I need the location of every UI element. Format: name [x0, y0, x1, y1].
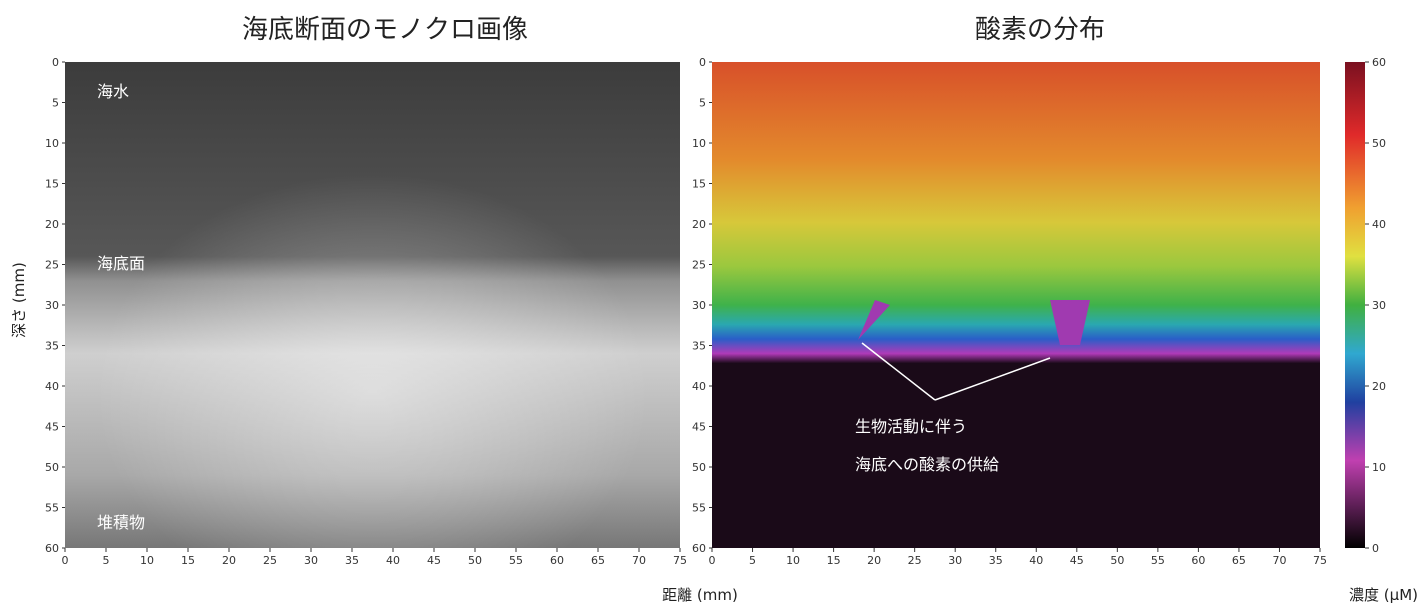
region-label: 堆積物 — [97, 513, 145, 532]
colorbar-label: 濃度 (μM) — [1349, 586, 1418, 604]
x-tick-label: 40 — [386, 554, 400, 567]
oxygen-image — [712, 62, 1320, 548]
y-tick-label: 20 — [692, 218, 706, 231]
annotation: 生物活動に伴う — [855, 417, 967, 436]
x-tick-label: 65 — [1232, 554, 1246, 567]
y-tick-label: 60 — [692, 542, 706, 555]
y-tick-label: 60 — [45, 542, 59, 555]
x-tick-label: 75 — [1313, 554, 1327, 567]
x-tick-label: 15 — [827, 554, 841, 567]
x-tick-label: 60 — [550, 554, 564, 567]
figure: 海底断面のモノクロ画像 酸素の分布 海水 海底面 堆積物 生物活動に伴う 海底へ… — [0, 0, 1420, 609]
x-tick-label: 60 — [1191, 554, 1205, 567]
colorbar — [1345, 62, 1365, 548]
y-tick-label: 35 — [45, 340, 59, 353]
y-tick-label: 35 — [692, 340, 706, 353]
y-tick-label: 0 — [52, 56, 59, 69]
x-tick-label: 45 — [427, 554, 441, 567]
y-tick-label: 5 — [52, 97, 59, 110]
region-label: 海底面 — [97, 254, 145, 273]
y-tick-label: 30 — [45, 299, 59, 312]
x-tick-label: 30 — [948, 554, 962, 567]
x-tick-label: 5 — [103, 554, 110, 567]
colorbar-tick-label: 10 — [1372, 461, 1386, 474]
x-tick-label: 25 — [263, 554, 277, 567]
y-axis-label: 深さ (mm) — [10, 262, 28, 338]
colorbar-tick-label: 20 — [1372, 380, 1386, 393]
x-tick-label: 0 — [709, 554, 716, 567]
y-tick-label: 20 — [45, 218, 59, 231]
x-tick-label: 20 — [867, 554, 881, 567]
x-tick-label: 40 — [1029, 554, 1043, 567]
x-tick-label: 65 — [591, 554, 605, 567]
y-tick-label: 45 — [45, 421, 59, 434]
x-tick-label: 75 — [673, 554, 687, 567]
x-tick-label: 35 — [989, 554, 1003, 567]
x-tick-label: 35 — [345, 554, 359, 567]
y-tick-label: 10 — [45, 137, 59, 150]
x-axis-label: 距離 (mm) — [662, 586, 738, 604]
x-tick-label: 50 — [468, 554, 482, 567]
region-label: 海水 — [97, 82, 129, 101]
y-tick-label: 45 — [692, 421, 706, 434]
x-tick-label: 10 — [786, 554, 800, 567]
colorbar-tick-label: 30 — [1372, 299, 1386, 312]
colorbar-tick-label: 60 — [1372, 56, 1386, 69]
colorbar-tick-label: 0 — [1372, 542, 1379, 555]
y-tick-label: 15 — [45, 178, 59, 191]
y-tick-label: 40 — [692, 380, 706, 393]
y-tick-label: 15 — [692, 178, 706, 191]
x-tick-label: 20 — [222, 554, 236, 567]
x-tick-label: 15 — [181, 554, 195, 567]
y-tick-label: 50 — [692, 461, 706, 474]
x-tick-label: 10 — [140, 554, 154, 567]
x-tick-label: 55 — [509, 554, 523, 567]
y-tick-label: 25 — [45, 259, 59, 272]
y-tick-label: 10 — [692, 137, 706, 150]
y-tick-label: 40 — [45, 380, 59, 393]
x-tick-label: 45 — [1070, 554, 1084, 567]
mono-glow — [65, 62, 680, 548]
x-tick-label: 25 — [908, 554, 922, 567]
x-tick-label: 5 — [749, 554, 756, 567]
x-tick-label: 70 — [632, 554, 646, 567]
y-tick-label: 50 — [45, 461, 59, 474]
x-tick-label: 70 — [1272, 554, 1286, 567]
y-tick-label: 0 — [699, 56, 706, 69]
x-tick-label: 30 — [304, 554, 318, 567]
x-tick-label: 0 — [62, 554, 69, 567]
colorbar-tick-label: 40 — [1372, 218, 1386, 231]
colorbar-tick-label: 50 — [1372, 137, 1386, 150]
x-tick-label: 50 — [1110, 554, 1124, 567]
y-tick-label: 55 — [692, 502, 706, 515]
y-tick-label: 5 — [699, 97, 706, 110]
x-tick-label: 55 — [1151, 554, 1165, 567]
annotation: 海底への酸素の供給 — [855, 455, 999, 474]
panel-title: 海底断面のモノクロ画像 — [242, 15, 528, 45]
y-tick-label: 30 — [692, 299, 706, 312]
y-tick-label: 55 — [45, 502, 59, 515]
panel-title: 酸素の分布 — [975, 15, 1105, 45]
y-tick-label: 25 — [692, 259, 706, 272]
